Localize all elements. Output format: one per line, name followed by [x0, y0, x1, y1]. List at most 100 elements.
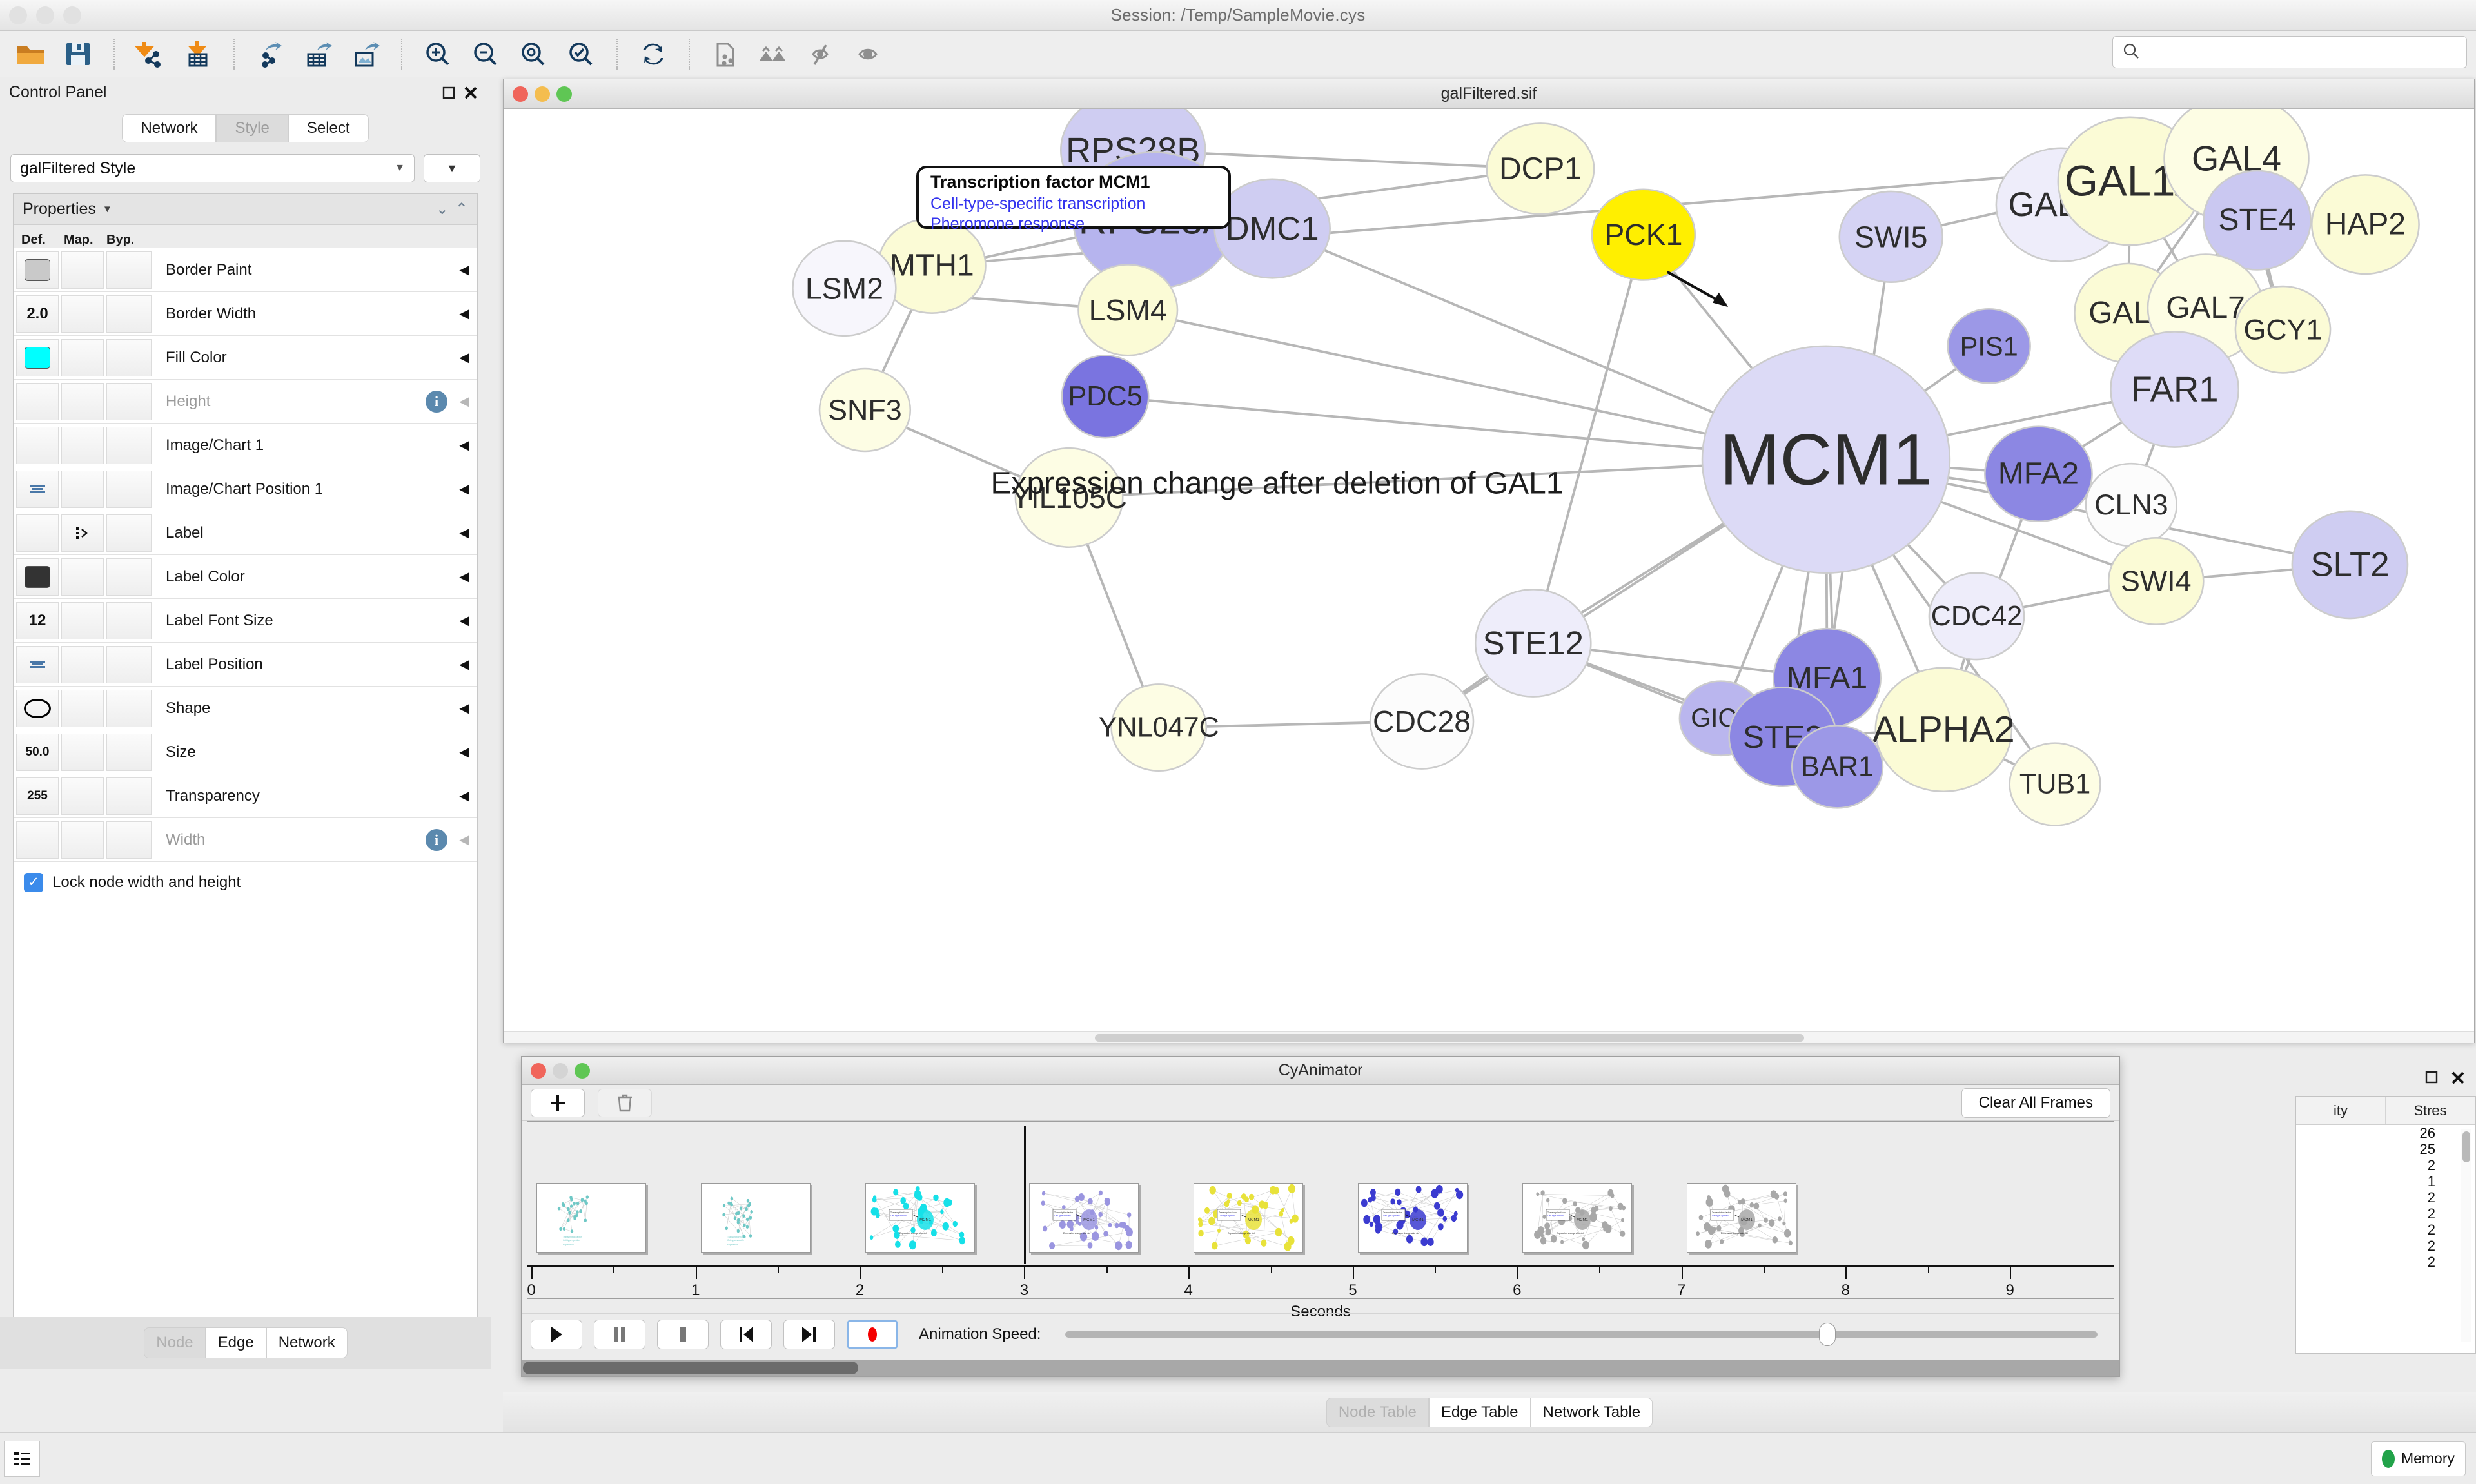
tab-network[interactable]: Network [122, 114, 217, 142]
node-shape[interactable] [1947, 308, 2031, 384]
delete-frame-button[interactable] [598, 1088, 652, 1117]
search-box[interactable] [2112, 36, 2467, 68]
animation-speed-slider[interactable] [1065, 1322, 2098, 1346]
pause-button[interactable] [594, 1319, 645, 1349]
property-default-cell[interactable] [16, 821, 59, 859]
property-row[interactable]: 255 Transparency ◀ [14, 774, 477, 818]
property-default-cell[interactable] [16, 251, 59, 289]
network-node[interactable]: MFA2 [1984, 425, 2093, 523]
zoom-in-icon[interactable] [414, 34, 462, 74]
minimize-cyanimator-button[interactable] [553, 1062, 568, 1079]
property-mapping-cell[interactable] [61, 777, 104, 815]
record-button[interactable] [847, 1319, 898, 1349]
property-bypass-cell[interactable] [106, 645, 152, 683]
property-bypass-cell[interactable] [106, 251, 152, 289]
network-node[interactable]: HAP2 [2310, 174, 2420, 275]
show-all-icon[interactable] [845, 34, 892, 74]
import-table-icon[interactable] [174, 34, 222, 74]
expand-property-icon[interactable]: ◀ [459, 395, 469, 409]
task-list-icon[interactable] [4, 1440, 40, 1477]
node-shape[interactable] [2234, 285, 2332, 374]
network-node[interactable]: PDC5 [1061, 354, 1150, 439]
maximize-network-button[interactable] [556, 86, 572, 102]
close-window-button[interactable] [9, 6, 27, 24]
network-node[interactable]: SWI4 [2107, 537, 2205, 625]
properties-menu-icon[interactable]: ▼ [102, 204, 112, 215]
network-traffic-lights[interactable] [513, 86, 572, 102]
save-session-icon[interactable] [54, 34, 102, 74]
property-row[interactable]: 2.0 Border Width ◀ [14, 292, 477, 336]
network-node[interactable]: LSM4 [1077, 264, 1179, 356]
property-bypass-cell[interactable] [106, 295, 152, 333]
network-node[interactable]: LSM2 [792, 240, 897, 337]
network-node[interactable]: STE12 [1474, 589, 1592, 698]
property-default-cell[interactable] [16, 689, 59, 727]
property-row[interactable]: Fill Color ◀ [14, 336, 477, 380]
property-mapping-cell[interactable] [61, 251, 104, 289]
timeline-frame[interactable]: MCM1 Transcription factor Cell-type-specif… [1194, 1183, 1304, 1253]
lock-checkbox[interactable]: ✓ [24, 872, 43, 892]
node-shape[interactable] [1077, 264, 1179, 356]
node-shape[interactable] [1874, 667, 2013, 793]
prev-frame-button[interactable] [720, 1319, 772, 1349]
property-mapping-cell[interactable] [61, 514, 104, 552]
property-default-cell[interactable] [16, 426, 59, 464]
expand-property-icon[interactable]: ◀ [459, 307, 469, 321]
property-bypass-cell[interactable] [106, 382, 152, 420]
float-panel-icon[interactable] [438, 82, 460, 104]
property-bypass-cell[interactable] [106, 777, 152, 815]
cyanimator-traffic-lights[interactable] [531, 1062, 590, 1079]
table-vertical-scrollbar[interactable] [2461, 1129, 2471, 1342]
network-edge[interactable] [1531, 234, 1645, 643]
column-header-stress[interactable]: Stres [2386, 1097, 2475, 1124]
float-table-icon[interactable] [2424, 1070, 2439, 1089]
network-node[interactable]: PIS1 [1947, 308, 2031, 384]
node-shape[interactable] [1061, 354, 1150, 439]
hide-selected-icon[interactable] [797, 34, 845, 74]
expand-property-icon[interactable]: ◀ [459, 789, 469, 803]
property-mapping-cell[interactable] [61, 295, 104, 333]
property-mapping-cell[interactable] [61, 821, 104, 859]
import-network-icon[interactable] [126, 34, 174, 74]
node-annotation-box[interactable]: Transcription factor MCM1 Cell-type-spec… [916, 166, 1231, 233]
property-row[interactable]: Width i ◀ [14, 818, 477, 862]
node-shape[interactable] [1474, 589, 1592, 698]
expand-property-icon[interactable]: ◀ [459, 570, 469, 584]
node-shape[interactable] [1591, 188, 1696, 281]
network-node[interactable]: CDC42 [1928, 572, 2025, 661]
add-frame-button[interactable] [531, 1088, 585, 1117]
property-bypass-cell[interactable] [106, 821, 152, 859]
tab-node-table[interactable]: Node Table [1326, 1398, 1429, 1427]
property-row[interactable]: Border Paint ◀ [14, 248, 477, 292]
node-shape[interactable] [2009, 742, 2101, 826]
node-shape[interactable] [1838, 190, 1943, 283]
node-shape[interactable] [1486, 122, 1595, 215]
network-node[interactable]: SLT2 [2291, 510, 2409, 620]
property-mapping-cell[interactable] [61, 689, 104, 727]
animation-timeline[interactable]: Transcription factor Cell-type-specific Ex… [527, 1121, 2114, 1320]
group-nodes-icon[interactable] [749, 34, 797, 74]
property-mapping-cell[interactable] [61, 382, 104, 420]
column-header-degree[interactable]: ity [2296, 1097, 2386, 1124]
expand-property-icon[interactable]: ◀ [459, 745, 469, 759]
clear-all-frames-button[interactable]: Clear All Frames [1961, 1088, 2110, 1118]
property-default-cell[interactable] [16, 338, 59, 376]
export-table-icon[interactable] [294, 34, 342, 74]
property-bypass-cell[interactable] [106, 558, 152, 596]
node-shape[interactable] [2310, 174, 2420, 275]
network-node[interactable]: GIC2 [1678, 680, 1764, 757]
next-frame-button[interactable] [783, 1319, 835, 1349]
table-row[interactable]: 2 [2427, 1253, 2435, 1270]
network-canvas[interactable]: RPS28BDCP1RPS28ADMC1PCK1SWI5GAL80GAL11GA… [504, 109, 2474, 1043]
property-default-cell[interactable] [16, 514, 59, 552]
timeline-frame[interactable]: MCM1 Transcription factor Cell-type-specif… [1357, 1183, 1468, 1253]
tab-node[interactable]: Node [144, 1327, 206, 1358]
animation-speed-knob[interactable] [1818, 1322, 1836, 1346]
table-row[interactable]: 2 [2427, 1221, 2435, 1238]
property-row[interactable]: Label ◀ [14, 511, 477, 555]
table-row[interactable]: 2 [2427, 1189, 2435, 1206]
lock-node-size-row[interactable]: ✓ Lock node width and height [14, 862, 477, 903]
zoom-out-icon[interactable] [462, 34, 509, 74]
maximize-window-button[interactable] [63, 6, 81, 24]
property-default-cell[interactable]: 50.0 [16, 733, 59, 771]
